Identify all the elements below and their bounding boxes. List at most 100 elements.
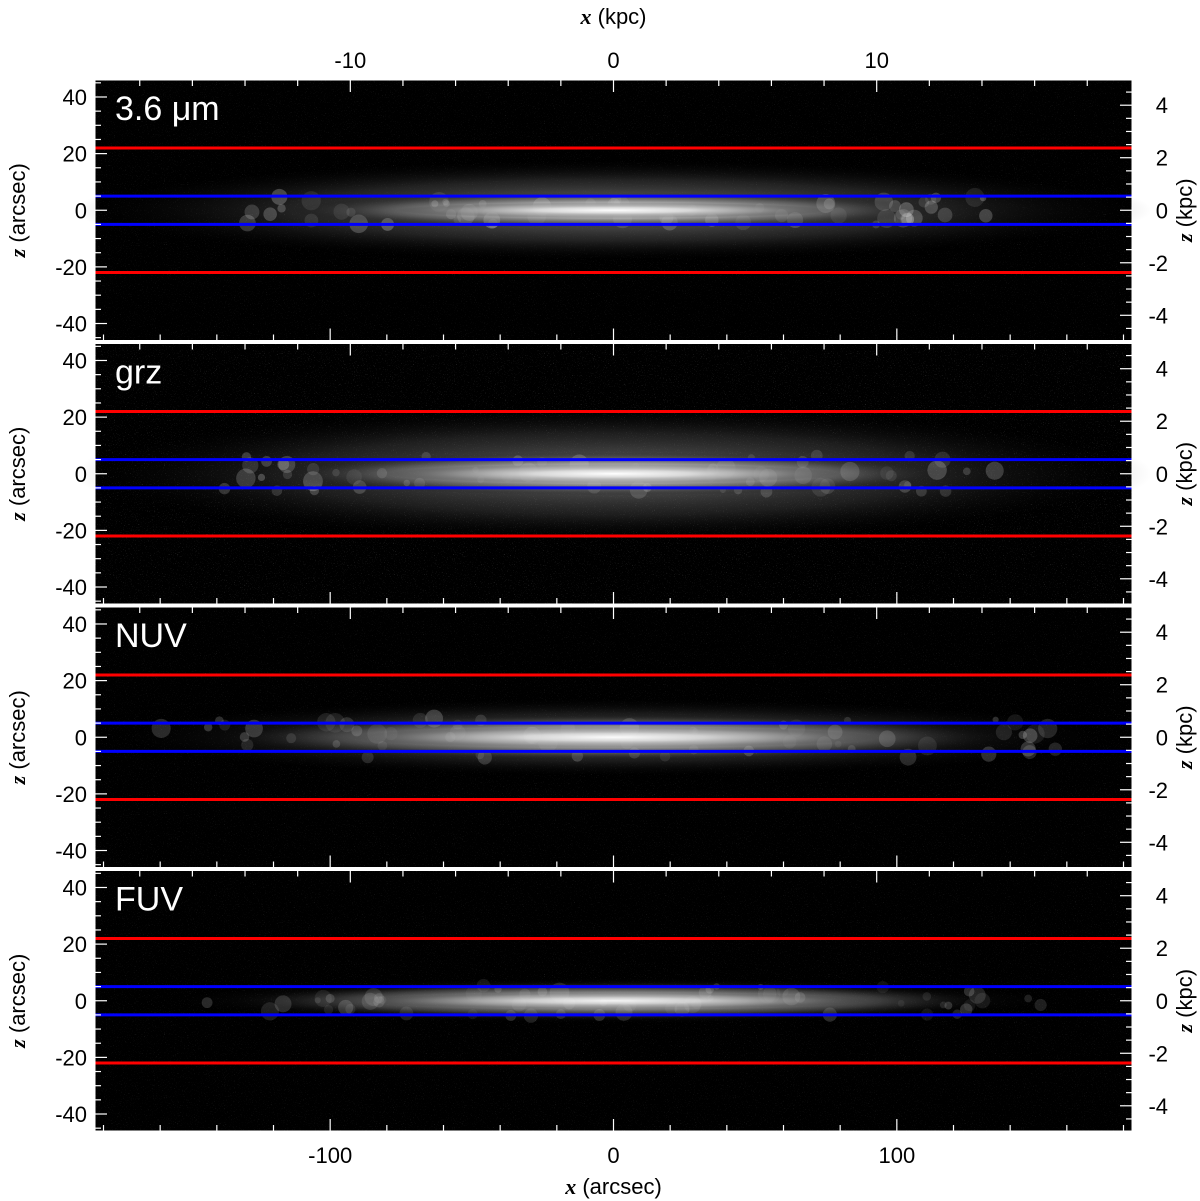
left-tick-label: -20 (55, 518, 87, 543)
left-tick-label: 20 (63, 142, 87, 167)
disk-knot (263, 207, 277, 221)
disk-knot (899, 748, 917, 766)
right-tick-label: 2 (1156, 673, 1168, 698)
left-axis-var: z (5, 248, 30, 258)
right-axis-unit: (kpc) (1172, 178, 1197, 233)
left-tick-label: -40 (55, 312, 87, 337)
left-axis-title: z (arcsec) (5, 427, 30, 522)
right-tick-label: 0 (1156, 198, 1168, 223)
disk-knot (203, 723, 213, 732)
left-tick-label: 0 (75, 198, 87, 223)
right-axis-var: z (1172, 760, 1197, 770)
right-axis-var: z (1172, 233, 1197, 243)
panel-label: grz (115, 354, 162, 392)
left-tick-label: 0 (75, 462, 87, 487)
top-tick-label: 0 (607, 48, 619, 73)
top-axis-unit: (kpc) (592, 4, 647, 29)
disk-knot (277, 458, 290, 471)
right-tick-label: -4 (1148, 1094, 1168, 1119)
bottom-tick-label: -100 (308, 1143, 352, 1168)
galaxy-center (396, 202, 831, 219)
bottom-axis-var: x (564, 1174, 576, 1199)
disk-knot (1048, 742, 1062, 756)
right-tick-label: 4 (1156, 93, 1168, 118)
disk-knot (201, 997, 213, 1009)
left-tick-label: 0 (75, 989, 87, 1014)
disk-knot (1025, 724, 1045, 744)
disk-knot (1018, 730, 1027, 740)
right-tick-label: 2 (1156, 409, 1168, 434)
left-tick-label: 40 (63, 875, 87, 900)
left-tick-label: 20 (63, 669, 87, 694)
left-tick-label: -40 (55, 1102, 87, 1127)
left-tick-label: -20 (55, 782, 87, 807)
image-panel: 3.6 μm (75, 79, 1152, 341)
disk-knot (236, 468, 256, 488)
top-tick-label: 10 (864, 48, 888, 73)
right-tick-label: -2 (1148, 778, 1168, 803)
top-tick-label: -10 (334, 48, 366, 73)
left-axis-var: z (5, 512, 30, 522)
left-axis-title: z (arcsec) (5, 690, 30, 785)
right-axis-title: z (kpc) (1172, 442, 1197, 507)
bottom-tick-label: 100 (878, 1143, 915, 1168)
right-tick-label: 4 (1156, 357, 1168, 382)
left-axis-title: z (arcsec) (5, 954, 30, 1049)
right-axis-var: z (1172, 1024, 1197, 1034)
bottom-tick-label: 0 (607, 1143, 619, 1168)
right-tick-label: -2 (1148, 514, 1168, 539)
left-tick-label: -20 (55, 1045, 87, 1070)
right-tick-label: -2 (1148, 251, 1168, 276)
disk-knot (1022, 728, 1038, 743)
left-axis-unit: (arcsec) (5, 690, 30, 776)
right-tick-label: -4 (1148, 567, 1168, 592)
bottom-axis-title: x (arcsec) (564, 1174, 662, 1199)
image-panel: NUV (94, 606, 1133, 868)
disk-knot (277, 204, 286, 213)
left-tick-label: 40 (63, 348, 87, 373)
disk-knot (261, 456, 272, 467)
galaxy-center (358, 992, 869, 1010)
left-axis-var: z (5, 1039, 30, 1049)
right-axis-title: z (kpc) (1172, 705, 1197, 770)
right-axis-unit: (kpc) (1172, 705, 1197, 760)
left-tick-label: 40 (63, 85, 87, 110)
right-tick-label: 4 (1156, 620, 1168, 645)
right-tick-label: -2 (1148, 1041, 1168, 1066)
right-tick-label: -4 (1148, 830, 1168, 855)
left-axis-var: z (5, 775, 30, 785)
left-axis-unit: (arcsec) (5, 163, 30, 249)
galaxy-center (386, 463, 841, 484)
bottom-axis-unit: (arcsec) (576, 1174, 662, 1199)
disk-knot (244, 204, 260, 220)
right-axis-unit: (kpc) (1172, 969, 1197, 1024)
panel-label: NUV (115, 617, 187, 655)
galaxy-center (349, 726, 878, 748)
right-tick-label: 0 (1156, 462, 1168, 487)
top-axis-var: x (580, 4, 592, 29)
left-tick-label: -40 (55, 839, 87, 864)
top-axis-title: x (kpc) (580, 4, 647, 29)
right-tick-label: 4 (1156, 884, 1168, 909)
disk-knot (242, 457, 259, 474)
left-axis-title: z (arcsec) (5, 163, 30, 258)
right-axis-title: z (kpc) (1172, 969, 1197, 1034)
right-tick-label: 2 (1156, 146, 1168, 171)
disk-knot (992, 716, 999, 723)
disk-knot (979, 209, 993, 223)
left-axis-unit: (arcsec) (5, 954, 30, 1040)
right-tick-label: -4 (1148, 303, 1168, 328)
right-axis-unit: (kpc) (1172, 442, 1197, 497)
right-tick-label: 0 (1156, 725, 1168, 750)
disk-knot (985, 461, 1004, 480)
left-tick-label: 40 (63, 612, 87, 637)
image-panel: grz (75, 343, 1152, 605)
disk-knot (937, 207, 953, 223)
disk-knot (1024, 994, 1033, 1003)
disk-knot (257, 473, 266, 482)
left-tick-label: -40 (55, 575, 87, 600)
left-tick-label: -20 (55, 255, 87, 280)
disk-knot (963, 467, 971, 476)
